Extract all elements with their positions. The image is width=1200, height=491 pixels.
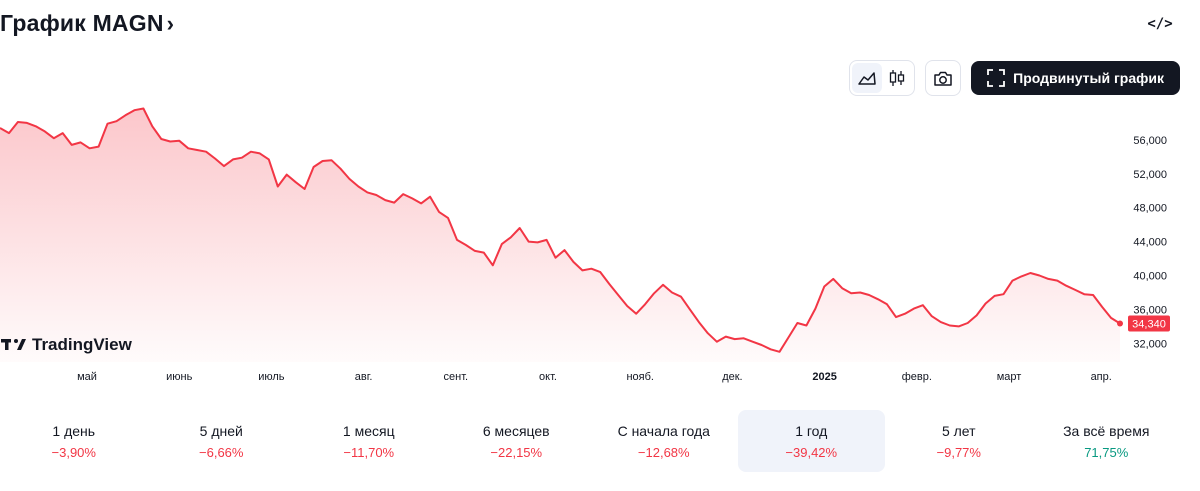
- x-tick-label: май: [77, 371, 97, 383]
- last-price-label: 34,340: [1132, 319, 1166, 331]
- period-button[interactable]: За всё время 71,75%: [1033, 410, 1181, 472]
- last-price-tag-bg: [1128, 315, 1170, 332]
- y-axis: 56,000 52,000 48,000 44,000 40,000 36,000 32,0…: [1133, 135, 1167, 350]
- advanced-chart-label: Продвинутый график: [1013, 70, 1164, 86]
- period-change: −3,90%: [51, 444, 96, 460]
- period-change: −6,66%: [199, 444, 244, 460]
- period-label: 5 лет: [941, 422, 976, 439]
- x-axis: май июнь июль авг. сент. окт. нояб. дек. 2025 фев…: [77, 371, 1112, 383]
- period-label: 1 день: [52, 422, 96, 439]
- y-tick-label: 56,000: [1133, 135, 1167, 147]
- period-label: За всё время: [1063, 422, 1150, 439]
- period-label: 1 месяц: [342, 422, 395, 439]
- candles-icon[interactable]: [882, 63, 912, 93]
- period-button[interactable]: 1 день −3,90%: [0, 410, 148, 472]
- period-button[interactable]: 5 лет −9,77%: [885, 410, 1033, 472]
- x-tick-label: авг.: [355, 371, 373, 383]
- period-label: С начала года: [617, 422, 710, 439]
- code-icon[interactable]: </>: [1147, 16, 1173, 32]
- period-button[interactable]: 1 год −39,42%: [737, 410, 885, 472]
- chart-toolbar: Продвинутый график: [849, 60, 1180, 96]
- chart-type-switcher: [849, 60, 916, 96]
- x-tick-label: февр.: [902, 371, 932, 383]
- period-change: 71,75%: [1084, 444, 1129, 460]
- x-tick-label: сент.: [444, 371, 469, 383]
- x-tick-label: апр.: [1091, 371, 1112, 383]
- tradingview-logo-icon: [1, 339, 26, 350]
- area-chart-icon[interactable]: [852, 63, 883, 93]
- period-label: 6 месяцев: [482, 422, 550, 439]
- period-button[interactable]: 6 месяцев −22,15%: [443, 410, 591, 472]
- y-tick-label: 48,000: [1133, 203, 1167, 215]
- fullscreen-icon: [987, 69, 1006, 87]
- period-change: −11,70%: [343, 444, 395, 460]
- camera-icon[interactable]: [925, 60, 962, 96]
- x-tick-label: 2025: [812, 371, 836, 383]
- last-price-marker: 34,340: [1117, 315, 1170, 332]
- period-change: −39,42%: [785, 444, 838, 460]
- advanced-chart-button[interactable]: Продвинутый график: [971, 61, 1180, 95]
- y-tick-label: 36,000: [1133, 304, 1167, 316]
- y-tick-label: 52,000: [1133, 169, 1167, 181]
- y-tick-label: 44,000: [1133, 237, 1167, 249]
- period-button[interactable]: С начала года −12,68%: [590, 410, 738, 472]
- period-change: −9,77%: [936, 444, 981, 460]
- period-label: 5 дней: [199, 422, 243, 439]
- chevron-right-icon: ›: [166, 10, 174, 36]
- page-title: График MAGN: [0, 10, 164, 36]
- price-area-fill: [0, 108, 1120, 362]
- x-tick-label: нояб.: [626, 371, 654, 383]
- last-price-dot: [1117, 320, 1123, 327]
- period-change: −12,68%: [637, 444, 690, 460]
- period-selector: 1 день −3,90% 5 дней −6,66% 1 месяц −11,70% 6 …: [0, 410, 1180, 472]
- tradingview-logo-text: TradingView: [32, 335, 133, 354]
- chart-title-link[interactable]: График MAGN ›: [0, 10, 174, 37]
- tradingview-logo[interactable]: TradingView: [1, 335, 133, 354]
- x-tick-label: дек.: [722, 371, 742, 383]
- x-tick-label: июнь: [166, 371, 192, 383]
- x-tick-label: окт.: [539, 371, 557, 383]
- period-change: −22,15%: [490, 444, 543, 460]
- period-label: 1 год: [795, 422, 828, 439]
- period-button[interactable]: 5 дней −6,66%: [148, 410, 296, 472]
- x-tick-label: июль: [258, 371, 285, 383]
- y-tick-label: 32,000: [1133, 338, 1167, 350]
- period-button[interactable]: 1 месяц −11,70%: [295, 410, 443, 472]
- y-tick-label: 40,000: [1133, 271, 1167, 283]
- price-chart[interactable]: 56,000 52,000 48,000 44,000 40,000 36,000 32,0…: [0, 100, 1200, 390]
- x-tick-label: март: [997, 371, 1022, 383]
- price-line: [0, 107, 1121, 353]
